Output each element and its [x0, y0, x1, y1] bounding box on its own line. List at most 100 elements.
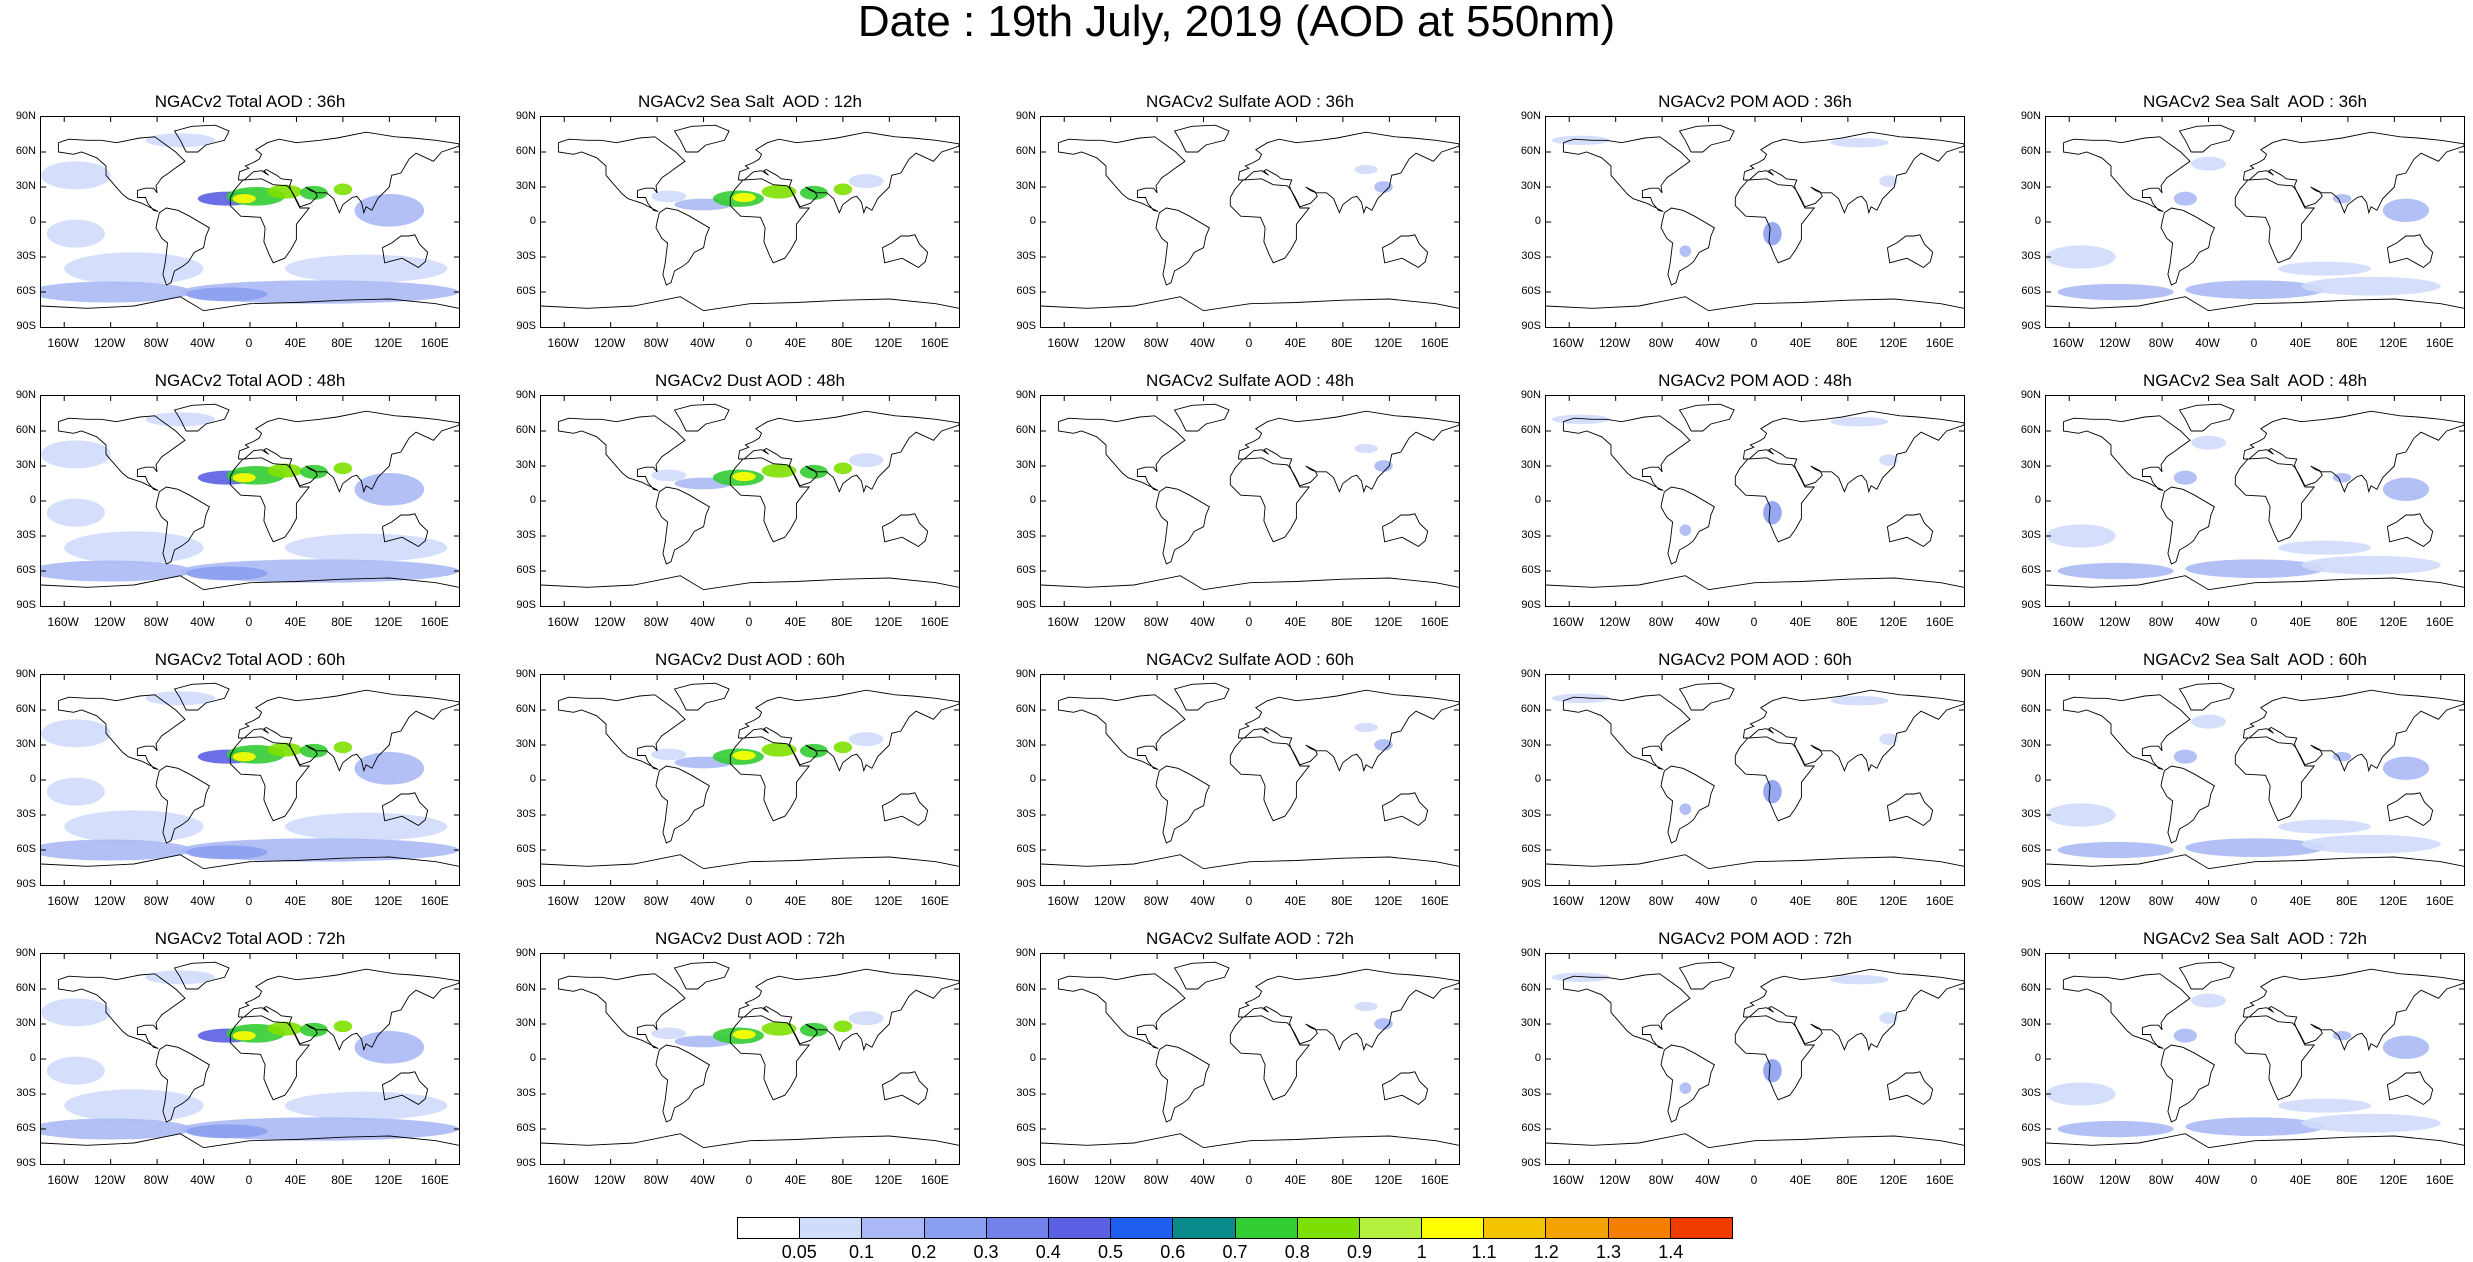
lat-label: 30N — [515, 738, 536, 750]
aod-map — [1041, 954, 1459, 1164]
coastline-northAmerica — [1057, 694, 1186, 770]
lon-label: 160E — [420, 336, 449, 350]
coastline-africa — [2234, 178, 2316, 264]
aod-patch — [1374, 460, 1393, 472]
lat-label: 60S — [516, 285, 536, 297]
aod-map — [41, 117, 459, 327]
lat-label: 60N — [15, 424, 36, 436]
colorbar-label: 0.6 — [1160, 1242, 1186, 1262]
aod-patch — [64, 531, 204, 564]
lat-label: 90S — [16, 320, 36, 332]
coastline-australia — [381, 1071, 429, 1106]
panel-title: NGACv2 Sulfate AOD : 48h — [1146, 371, 1354, 390]
colorbar-swatch — [1608, 1218, 1671, 1238]
lon-label: 160E — [2425, 615, 2454, 629]
lon-label: 40W — [190, 336, 215, 350]
aod-patch — [284, 1091, 448, 1120]
map-panel: NGACv2 Sea Salt AOD : 60h 90N 60N 30N 0 30S 60… — [2005, 650, 2473, 930]
lat-label: 60S — [16, 1122, 36, 1134]
coastline-africa — [729, 1015, 811, 1101]
aod-patch — [848, 174, 884, 189]
lon-label: 80W — [143, 1173, 169, 1187]
lat-label: 90N — [15, 668, 36, 680]
aod-patch — [848, 453, 884, 468]
lat-label: 0 — [529, 215, 536, 227]
aod-patch — [41, 1118, 192, 1140]
lat-label: 0 — [2034, 773, 2041, 785]
coastline-eurasia — [737, 410, 959, 494]
colorbar-label: 0.1 — [848, 1242, 875, 1262]
coastline-southAmerica — [155, 207, 210, 286]
lat-label: 90S — [516, 599, 536, 611]
aod-patch — [732, 1029, 756, 1040]
lon-label: 0 — [245, 894, 253, 908]
lon-label: 160W — [2052, 894, 2084, 908]
coastline-southAmerica — [1155, 1044, 1210, 1123]
colorbar-swatch — [800, 1218, 863, 1238]
map-frame — [1040, 953, 1460, 1165]
lat-label: 90S — [1521, 599, 1541, 611]
lon-label: 0 — [1750, 894, 1758, 908]
lat-label: 30S — [16, 1087, 36, 1099]
lon-label: 0 — [1750, 615, 1758, 629]
coastline-greenland — [1678, 124, 1735, 153]
lon-label: 40W — [1695, 1173, 1720, 1187]
lon-label: 160W — [1047, 1173, 1079, 1187]
lat-label: 0 — [1534, 215, 1541, 227]
aod-patch — [1354, 443, 1378, 454]
lat-label: 60S — [1016, 1122, 1036, 1134]
lon-label: 120W — [593, 894, 626, 908]
lon-label: 160W — [2052, 615, 2084, 629]
coastline-southAmerica — [155, 486, 210, 565]
map-panel: NGACv2 Total AOD : 48h 90N 60N 30N 0 30S 60S 90… — [0, 371, 500, 651]
aod-patch — [299, 743, 328, 758]
lat-label: 90S — [2021, 320, 2041, 332]
lon-label: 120E — [2379, 1173, 2408, 1187]
aod-patch — [186, 1124, 268, 1139]
lat-label: 60S — [1521, 843, 1541, 855]
aod-patch — [799, 743, 828, 758]
map-panel: NGACv2 Sea Salt AOD : 48h 90N 60N 30N 0 30S 60… — [2005, 371, 2473, 651]
colorbar-swatch — [986, 1218, 1049, 1238]
aod-patch — [799, 1022, 828, 1037]
aod-patch — [2191, 435, 2226, 450]
coastline-australia — [881, 792, 929, 827]
lon-label: 0 — [245, 1173, 253, 1187]
aod-patch — [186, 566, 268, 581]
lat-label: 0 — [529, 773, 536, 785]
lat-label: 30N — [1015, 1017, 1036, 1029]
coastline-australia — [381, 513, 429, 548]
lon-label: 160W — [1552, 894, 1584, 908]
coastline-africa — [1734, 178, 1816, 264]
panel-title: NGACv2 Dust AOD : 60h — [655, 650, 845, 669]
map-panel: NGACv2 Sea Salt AOD : 36h 90N 60N 30N 0 30S 60… — [2005, 92, 2473, 372]
lon-label: 120E — [2379, 894, 2408, 908]
lon-label: 120W — [1093, 615, 1126, 629]
lon-label: 120W — [593, 336, 626, 350]
aod-patch — [2185, 559, 2325, 578]
map-panel: NGACv2 Dust AOD : 72h 90N 60N 30N 0 30S 60S 90S… — [500, 929, 1000, 1209]
coastline-africa — [1734, 457, 1816, 543]
lon-label: 40E — [1284, 894, 1307, 908]
panel-title: NGACv2 Sea Salt AOD : 12h — [638, 92, 862, 111]
lon-label: 80W — [143, 615, 169, 629]
lon-label: 160W — [47, 615, 79, 629]
aod-patch — [354, 194, 425, 227]
lat-label: 90N — [515, 947, 536, 959]
lon-label: 120E — [2379, 336, 2408, 350]
coastline-africa — [1229, 178, 1311, 264]
map-panel: NGACv2 Total AOD : 72h 90N 60N 30N 0 30S 60S 90… — [0, 929, 500, 1209]
coastline-australia — [1886, 1071, 1934, 1106]
coastline-eurasia — [1237, 968, 1459, 1052]
coastline-africa — [1229, 736, 1311, 822]
lon-label: 40W — [690, 1173, 715, 1187]
lat-label: 90S — [16, 599, 36, 611]
lat-label: 90N — [1015, 668, 1036, 680]
aod-patch — [64, 252, 204, 285]
lat-label: 0 — [529, 494, 536, 506]
lon-label: 120E — [374, 336, 403, 350]
lat-label: 60N — [1520, 703, 1541, 715]
aod-map — [1546, 675, 1964, 885]
map-panel: NGACv2 Sulfate AOD : 36h 90N 60N 30N 0 30S 60S… — [1000, 92, 1500, 372]
lon-label: 160E — [2425, 1173, 2454, 1187]
